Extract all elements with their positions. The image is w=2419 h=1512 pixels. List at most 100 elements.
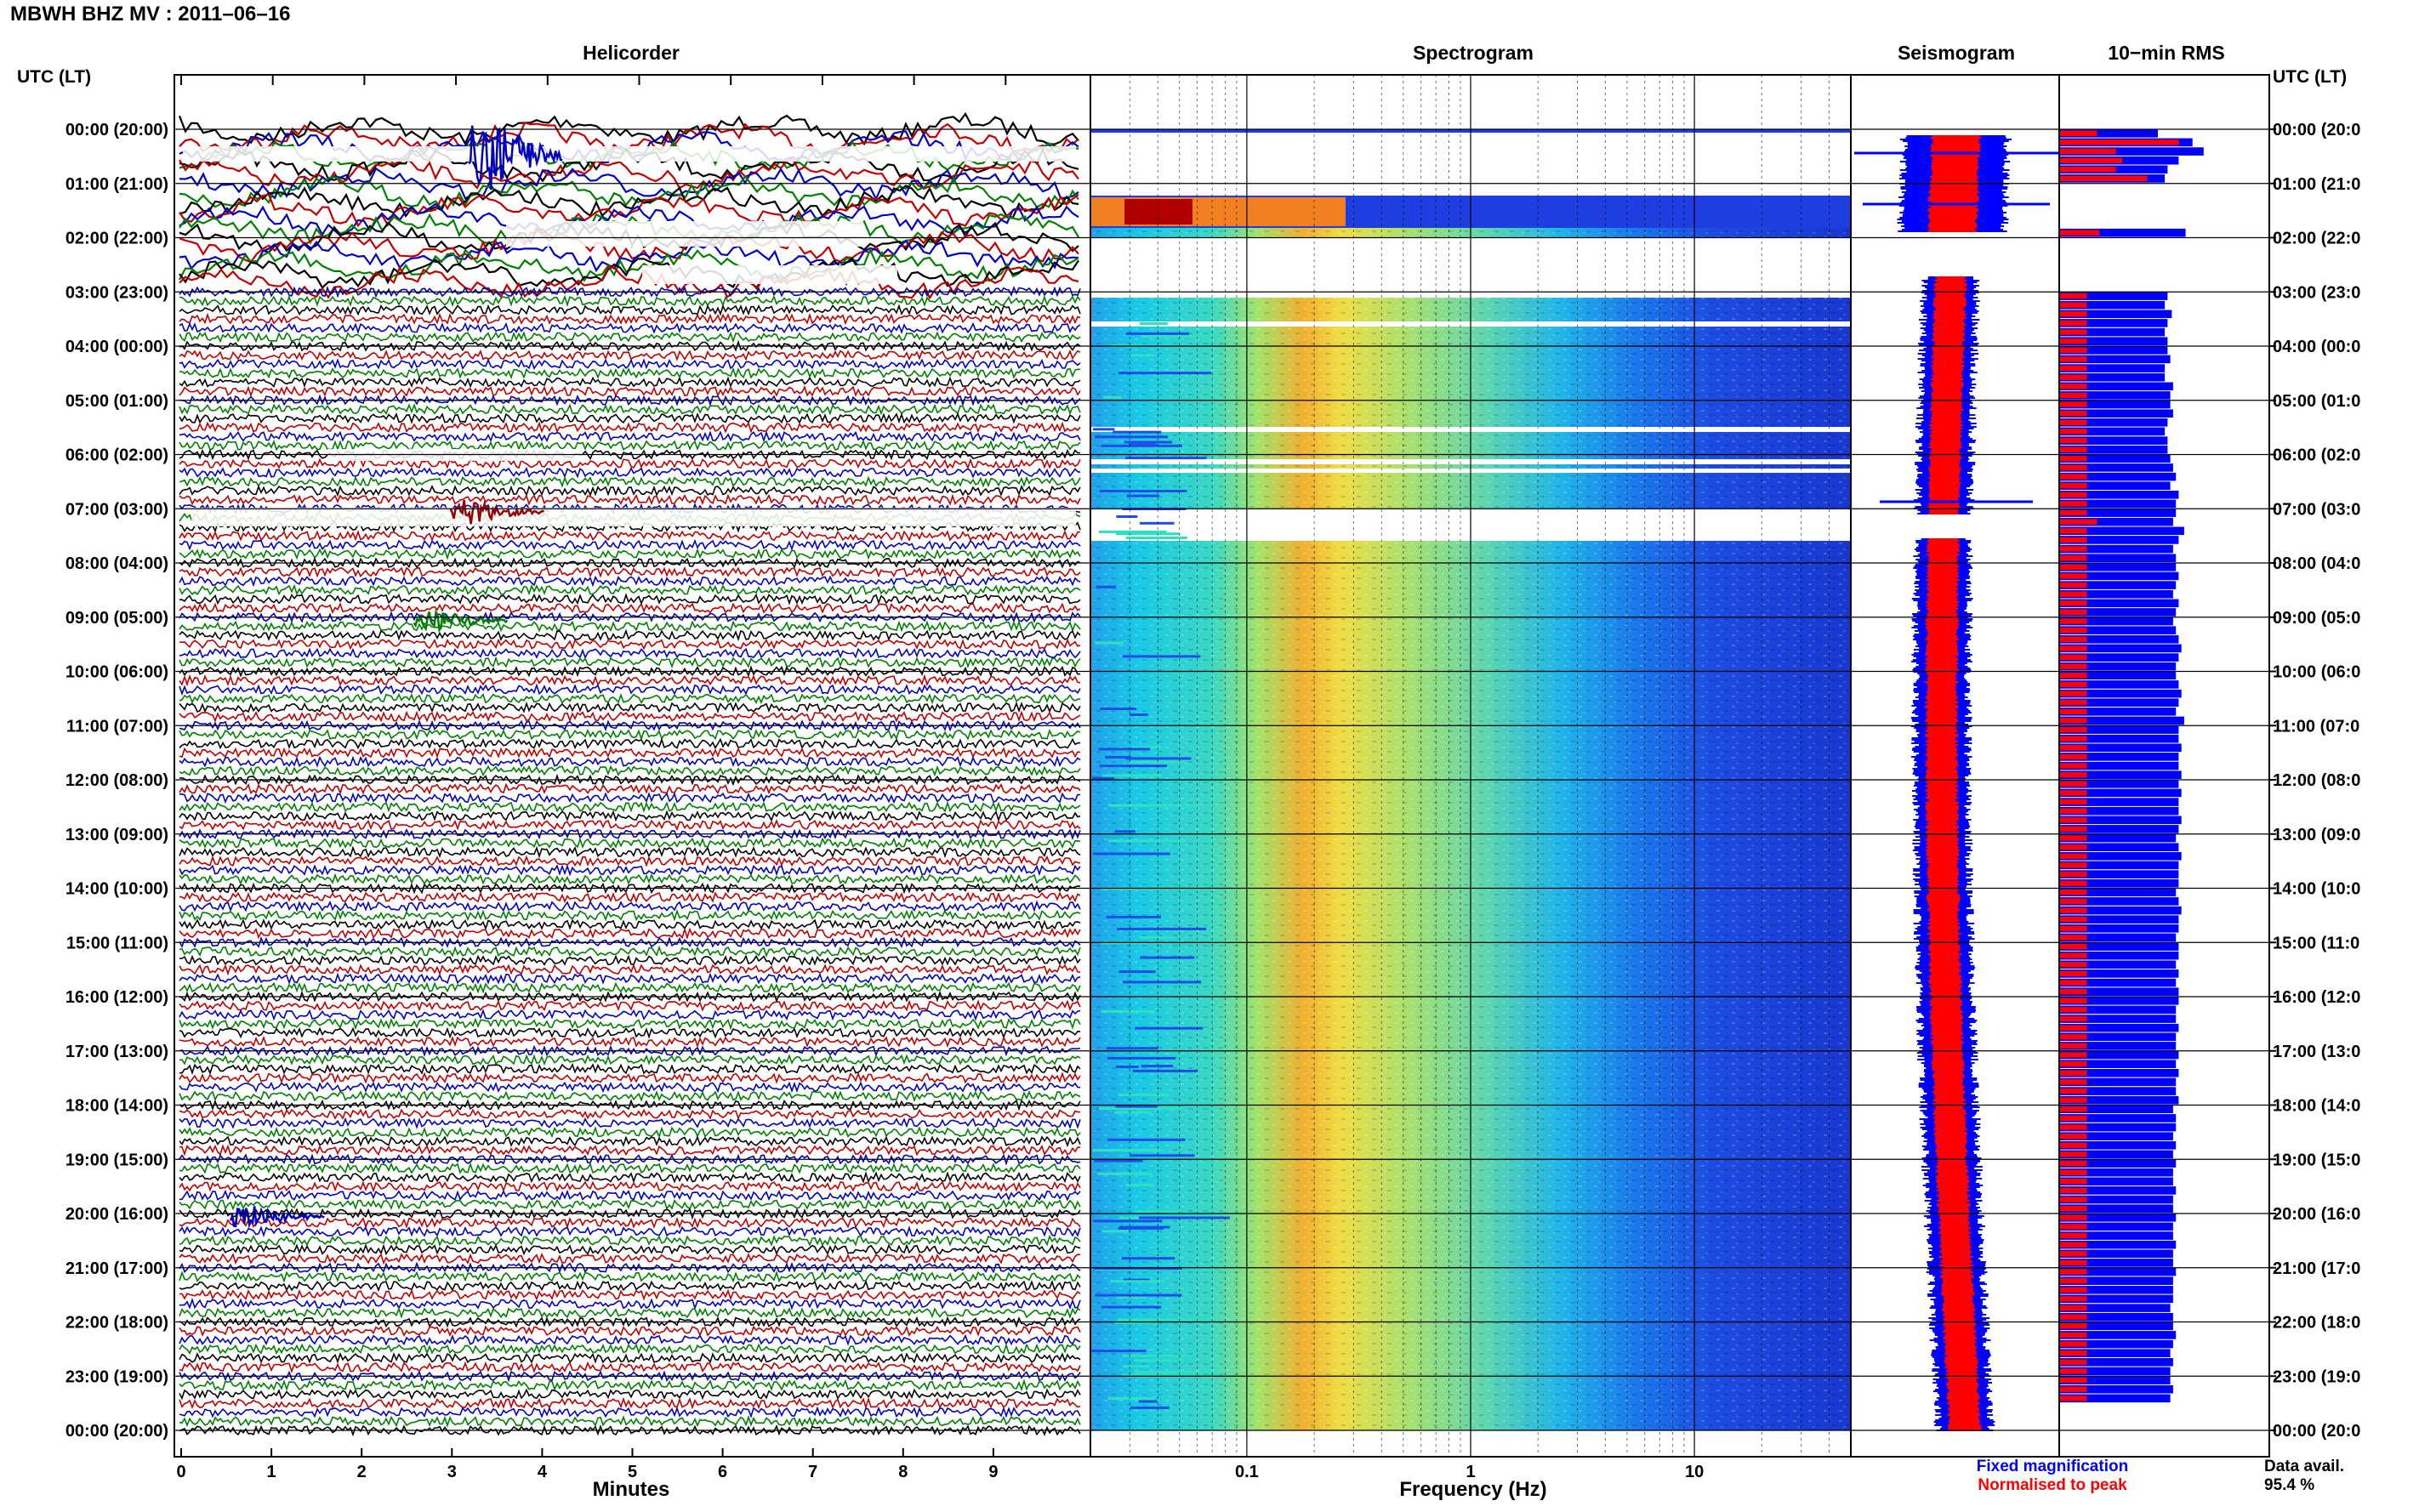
rms-bar-fixed [2059,1159,2177,1168]
helicorder-trace [179,384,1081,398]
rms-bar-fixed [2059,1195,2173,1204]
helicorder-trace [179,403,1081,416]
rms-bar-fixed [2059,897,2179,906]
spectrogram-streak [1116,1295,1147,1299]
spectrogram-streak [1099,765,1168,768]
rms-bar-normalised [2059,1232,2087,1239]
spectrogram-streak [1136,1210,1181,1214]
helicorder-trace [179,367,1080,380]
rms-bar-fixed [2059,1312,2173,1322]
rms-bar-normalised [2059,763,2087,769]
rms-bar-normalised [2059,384,2087,389]
rms-bar-fixed [2059,346,2168,355]
rms-bar-fixed [2059,300,2166,310]
helicorder-trace [179,1081,1081,1094]
rms-bar-fixed [2059,1349,2171,1357]
rms-bar-fixed [2059,571,2179,581]
rms-bar-fixed [2059,1050,2179,1060]
spectrogram-streak [1118,1094,1170,1096]
rms-bar-normalised [2059,1278,2087,1284]
spectrogram-streak [1118,372,1212,375]
minute-tick-label: 8 [898,1463,908,1481]
helicorder-trace [179,800,1081,813]
rms-bar-fixed [2059,816,2182,825]
hour-label-right: 06:00 (02:0 [2273,446,2360,465]
rms-bar-fixed [2059,544,2173,554]
helicorder-trace [179,358,1081,370]
rms-bar-normalised [2059,1287,2087,1293]
helicorder-trace [179,638,1081,651]
rms-bar-fixed [2059,292,2168,300]
rms-bar-fixed [2059,833,2177,843]
rms-bar-normalised [2059,1224,2087,1230]
rms-bar-normalised [2059,429,2087,435]
helicorder-trace [179,927,1081,941]
helicorder-trace [179,1288,1081,1301]
helicorder-trace [179,791,1080,804]
rms-bar-normalised [2059,1214,2087,1220]
rms-bar-fixed [2059,734,2179,743]
rms-bar-normalised [2059,1323,2087,1329]
rms-bar-fixed [2059,509,2177,517]
spectrogram-streak [1122,981,1202,984]
spectrogram-streak [1101,1009,1155,1013]
spectrogram-streak [1124,441,1173,444]
helicorder-trace [179,174,1079,211]
helicorder-trace [179,294,1081,308]
helicorder-trace [179,810,1081,822]
rms-bar-fixed [2059,129,2158,138]
legend-normalised-to-peak: Normalised to peak [1978,1476,2127,1494]
rms-bar-fixed [2059,418,2168,427]
rms-bar-normalised [2059,718,2087,724]
frequency-tick-label: 1 [1466,1463,1475,1481]
hour-label-right: 19:00 (15:0 [2273,1151,2360,1169]
helicorder-trace [179,312,1081,326]
helicorder-gap [506,221,863,247]
rms-bar-fixed [2059,1005,2177,1015]
helicorder-trace [179,593,1081,605]
rms-bar-normalised [2059,753,2087,760]
hour-label-left: 00:00 (20:00) [65,121,168,139]
helicorder-trace [179,376,1081,389]
hour-label-left: 15:00 (11:00) [66,934,168,952]
rms-bar-fixed [2059,1267,2177,1276]
rms-bar-normalised [2059,546,2087,552]
spectrogram-streak [1096,585,1117,588]
rms-bar-normalised [2059,817,2087,823]
rms-bar-normalised [2059,663,2087,669]
helicorder-trace [179,963,1081,976]
hour-label-left: 03:00 (23:00) [65,283,168,302]
rms-bar-fixed [2059,1060,2177,1068]
seismogram-panel [1854,135,2058,1431]
rms-bar-normalised [2059,708,2087,714]
rms-bar-fixed [2059,888,2177,897]
helicorder-trace [179,701,1081,713]
rms-bar-normalised [2059,835,2087,841]
spectrogram-streak [1117,1318,1204,1322]
spectrogram-streak [1098,747,1151,751]
minute-tick-label: 1 [267,1463,276,1481]
spectrogram-streak [1121,1373,1195,1377]
rms-bar-fixed [2059,1358,2173,1367]
rms-bar-normalised [2059,989,2087,995]
rms-bar-fixed [2059,1077,2177,1087]
spectrogram-streak [1093,1219,1163,1223]
spectrogram-hot-core [1124,199,1192,225]
spectrogram-streak [1141,335,1222,338]
helicorder-trace [179,1009,1081,1021]
hour-label-right: 11:00 (07:0 [2273,717,2359,736]
spectrogram-streak [1101,444,1182,447]
left-axis-title: UTC (LT) [17,67,91,87]
rms-bar-normalised [2059,1386,2087,1392]
rms-bar-normalised [2059,157,2123,163]
helicorder-trace [179,900,1081,912]
hour-label-left: 17:00 (13:00) [65,1043,168,1061]
spectrogram-streak [1108,804,1200,807]
helicorder-trace [179,1415,1081,1428]
helicorder-trace [179,935,1081,949]
rms-bar-fixed [2059,780,2179,788]
helicorder-trace [179,1208,1081,1220]
helicorder-trace [179,1216,1081,1229]
helicorder-trace [179,556,1081,569]
rms-bar-fixed [2059,1214,2177,1222]
